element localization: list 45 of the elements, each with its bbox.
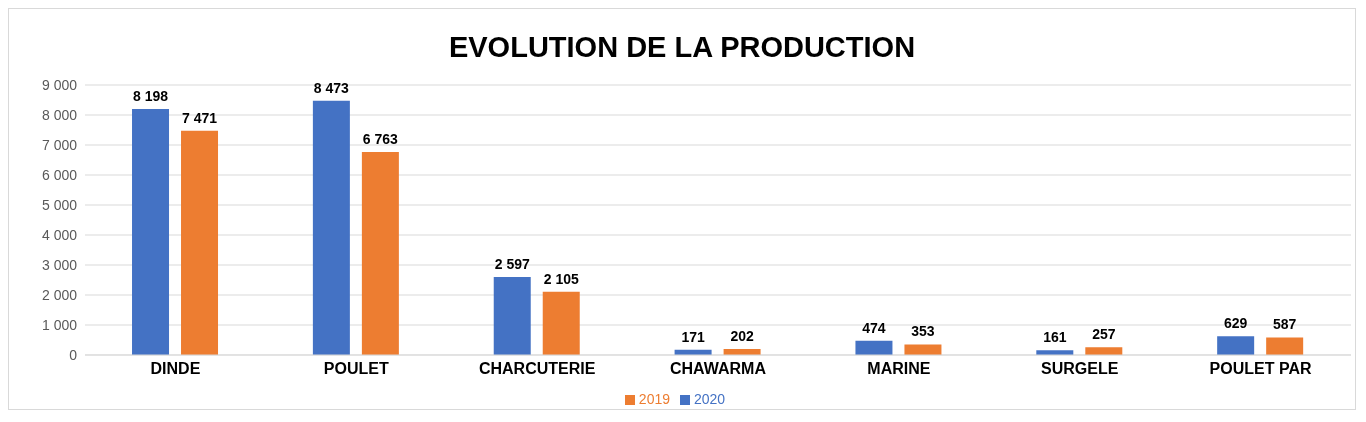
data-label: 257: [1092, 326, 1116, 343]
y-tick-label: 8 000: [41, 106, 78, 123]
bar: [132, 109, 170, 355]
y-tick-label: 1 000: [41, 316, 78, 333]
data-label: 8 473: [313, 79, 350, 96]
y-tick-label: 7 000: [41, 136, 78, 153]
legend-label: 2019: [638, 391, 670, 407]
y-tick-label: 6 000: [41, 166, 78, 183]
y-tick-label: 4 000: [41, 226, 78, 243]
bar: [181, 130, 219, 355]
data-label: 6 763: [362, 131, 399, 148]
y-tick-label: 3 000: [41, 256, 78, 273]
bar: [1266, 337, 1304, 355]
y-tick-label: 0: [69, 346, 78, 363]
data-label: 161: [1043, 329, 1067, 346]
bar: [904, 344, 942, 355]
data-label: 202: [730, 327, 754, 344]
chart-title: EVOLUTION DE LA PRODUCTION: [447, 31, 917, 65]
data-label: 171: [681, 328, 705, 345]
x-tick-label: CHAWARMA: [670, 360, 767, 378]
legend-label: 2020: [694, 391, 726, 407]
data-label: 8 198: [133, 88, 169, 105]
y-tick-label: 9 000: [41, 76, 78, 93]
data-label: 7 471: [182, 109, 218, 126]
x-tick-label: SURGELE: [1041, 360, 1119, 378]
data-label: 2 597: [494, 256, 530, 273]
bar: [542, 291, 580, 355]
x-tick-label: POULET: [323, 360, 389, 378]
y-tick-label: 5 000: [41, 196, 78, 213]
data-label: 629: [1223, 315, 1248, 332]
bar: [312, 100, 350, 355]
bar: [361, 152, 399, 355]
x-tick-label: POULET PAR: [1209, 360, 1312, 378]
x-tick-label: DINDE: [150, 360, 201, 378]
bar: [855, 340, 893, 355]
data-label: 587: [1272, 316, 1297, 333]
bar: [1217, 336, 1255, 355]
x-tick-label: MARINE: [867, 360, 931, 378]
y-tick-label: 2 000: [41, 286, 78, 303]
bar: [493, 277, 531, 355]
data-label: 2 105: [543, 270, 579, 287]
bar: [1085, 347, 1123, 355]
data-label: 353: [911, 323, 935, 340]
x-tick-label: CHARCUTERIE: [478, 360, 596, 378]
data-label: 474: [862, 319, 886, 336]
